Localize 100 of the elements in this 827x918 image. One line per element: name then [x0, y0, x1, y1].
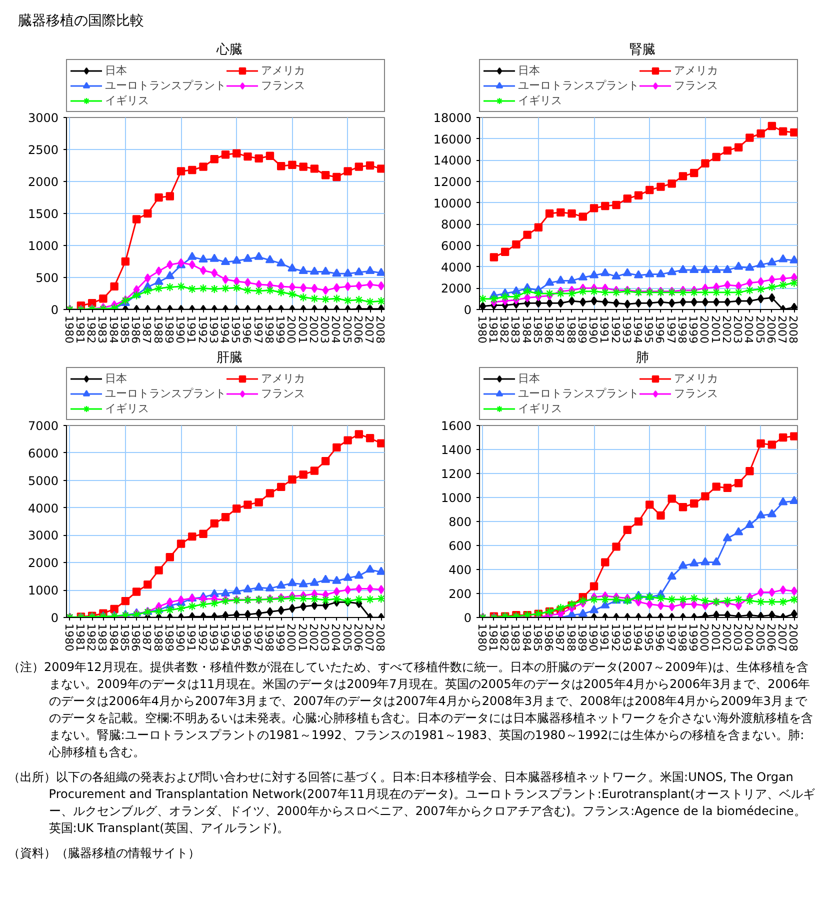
x-tick-label: 1985 [530, 624, 544, 652]
legend-label: ユーロトランスプラント [518, 386, 639, 401]
x-tick-label: 1981 [486, 624, 500, 652]
x-tick-label: 1994 [631, 624, 644, 652]
y-tick-label: 2500 [28, 143, 59, 157]
x-tick-label: 1989 [575, 624, 588, 652]
y-tick-label: 4000 [28, 501, 59, 516]
x-tick-label: 2001 [296, 624, 309, 652]
y-tick-label: 0 [464, 611, 472, 625]
y-tick-label: 4000 [440, 260, 472, 274]
x-tick-label: 1986 [129, 316, 142, 344]
legend-label: フランス [674, 78, 719, 93]
legend-label: フランス [261, 386, 306, 401]
x-tick-label: 1995 [229, 316, 242, 344]
legend-label: アメリカ [674, 371, 719, 386]
x-tick-label: 2003 [318, 624, 332, 652]
x-tick-label: 1988 [151, 316, 164, 344]
y-tick-label: 600 [448, 539, 472, 553]
y-tick-label: 10000 [433, 196, 472, 210]
text: （出所）以下の各組織の発表および問い合わせに対する回答に基づく。日本:日本移植学会、日本臓器移植ネットワーク。米国:UNOS, The Organ Procurement and Transplantation Network(2007年11月現在のデータ)。ユーロトランスプラント:Eurotransplant(オーストリア、ベルギー、ルクセンブルグ、オランダ、ドイツ、2000年からスロベニア、2007年からクロアチア含む)。フランス:Agence de la biomédecine。英国:UK Transplant(英国、アイルランド)。 [8, 769, 815, 837]
x-tick-label: 1996 [240, 624, 254, 652]
x-tick-label: 1982 [498, 316, 511, 344]
x-tick-label: 2004 [742, 624, 756, 652]
x-tick-label: 1982 [84, 624, 98, 652]
text: （資料）（臓器移植の情報サイト） [8, 845, 201, 862]
x-tick-label: 1990 [586, 624, 600, 652]
x-tick-label: 1986 [129, 624, 142, 652]
x-tick-label: 1992 [608, 624, 622, 652]
x-tick-label: 2002 [720, 316, 733, 344]
y-tick-label: 500 [36, 271, 58, 285]
x-tick-label: 1996 [653, 624, 666, 652]
x-tick-label: 2008 [786, 624, 800, 652]
x-tick-label: 1990 [586, 316, 600, 344]
x-tick-label: 1981 [486, 316, 500, 344]
y-tick-label: 6000 [440, 239, 472, 253]
x-tick-label: 1980 [62, 624, 76, 652]
x-tick-label: 1998 [262, 624, 276, 652]
x-tick-label: 1990 [174, 316, 187, 344]
x-tick-label: 1983 [508, 316, 522, 344]
x-tick-label: 2004 [329, 624, 342, 652]
x-tick-label: 1982 [84, 316, 98, 344]
x-tick-label: 1985 [118, 316, 131, 344]
x-tick-label: 2004 [742, 316, 756, 344]
x-tick-label: 1997 [251, 316, 264, 344]
x-tick-label: 1998 [262, 316, 276, 344]
x-tick-label: 2005 [340, 316, 354, 344]
x-tick-label: 1989 [162, 624, 176, 652]
y-tick-label: 2000 [28, 175, 59, 189]
x-tick-label: 2001 [708, 316, 722, 344]
x-tick-label: 1981 [73, 624, 86, 652]
legend-label: アメリカ [261, 371, 306, 386]
x-tick-label: 2002 [720, 624, 733, 652]
y-tick-label: 200 [448, 587, 472, 601]
text: （注）2009年12月現在。提供者数・移植件数が混在していたため、すべて移植件数に統一。日本の肝臓のデータ(2007～2009年)は、生体移植を含まない。2009年のデータは11月現在。米国のデータは2009年7月現在。英国の2005年のデータは2005年4月から2006年3月まで、2006年のデータは2006年4月から2007年3月まで、2007年のデータは2007年4月から2008年3月まで、2008年は2008年4月から2009年3月までのデータを記載。空欄:不明あるいは未発表。心臓:心肺移植も含む。日本のデータには日本臓器移植ネットワークを介さない海外渡航移植を含まない。腎臓:ユーロトランスプラントの1981～1992、フランスの1981～1983、英国の1980～1992には生体からの移植を含まない。肺:心肺移植も含む。 [8, 659, 814, 761]
x-tick-label: 1993 [206, 624, 220, 652]
x-tick-label: 1999 [274, 624, 287, 652]
x-tick-label: 2002 [306, 316, 320, 344]
legend-label: ユーロトランスプラント [518, 78, 639, 93]
y-tick-label: 2000 [28, 556, 59, 570]
y-tick-label: 1000 [440, 491, 472, 505]
y-tick-label: 1000 [28, 239, 59, 253]
legend-label: イギリス [105, 401, 150, 416]
y-tick-label: 1200 [440, 467, 472, 481]
legend-label: 日本 [518, 371, 541, 386]
y-tick-label: 3000 [28, 528, 59, 543]
y-tick-label: 16000 [433, 132, 472, 146]
x-tick-label: 2004 [329, 316, 342, 344]
x-tick-label: 2006 [764, 624, 778, 652]
chart-title: 腎臓 [630, 42, 656, 58]
x-tick-label: 1987 [553, 316, 566, 344]
x-tick-label: 2007 [776, 316, 789, 344]
legend-label: 日本 [518, 63, 541, 78]
legend-label: ユーロトランスプラント [105, 386, 226, 401]
x-tick-label: 1994 [218, 624, 231, 652]
x-tick-label: 1991 [184, 624, 198, 652]
x-tick-label: 1983 [508, 624, 522, 652]
x-tick-label: 1992 [196, 316, 209, 344]
x-tick-label: 1986 [542, 624, 556, 652]
y-tick-label: 3000 [28, 111, 59, 125]
y-tick-label: 7000 [28, 419, 59, 433]
x-tick-label: 1998 [675, 624, 688, 652]
x-tick-label: 2005 [753, 316, 766, 344]
x-tick-label: 2007 [362, 624, 376, 652]
x-tick-label: 1984 [520, 316, 533, 344]
x-tick-label: 1999 [274, 316, 287, 344]
legend-label: アメリカ [261, 63, 306, 78]
x-tick-label: 1987 [140, 316, 154, 344]
x-tick-label: 2007 [776, 624, 789, 652]
x-tick-label: 2006 [764, 316, 778, 344]
x-tick-label: 1995 [642, 624, 656, 652]
x-tick-label: 1998 [675, 316, 688, 344]
x-tick-label: 1988 [564, 316, 578, 344]
x-tick-label: 1985 [118, 624, 131, 652]
x-tick-label: 1997 [664, 624, 678, 652]
x-tick-label: 2003 [731, 624, 744, 652]
x-tick-label: 2007 [362, 316, 376, 344]
x-tick-label: 1995 [229, 624, 242, 652]
x-tick-label: 2008 [786, 316, 800, 344]
x-tick-label: 1990 [174, 624, 187, 652]
x-tick-label: 2006 [351, 624, 364, 652]
